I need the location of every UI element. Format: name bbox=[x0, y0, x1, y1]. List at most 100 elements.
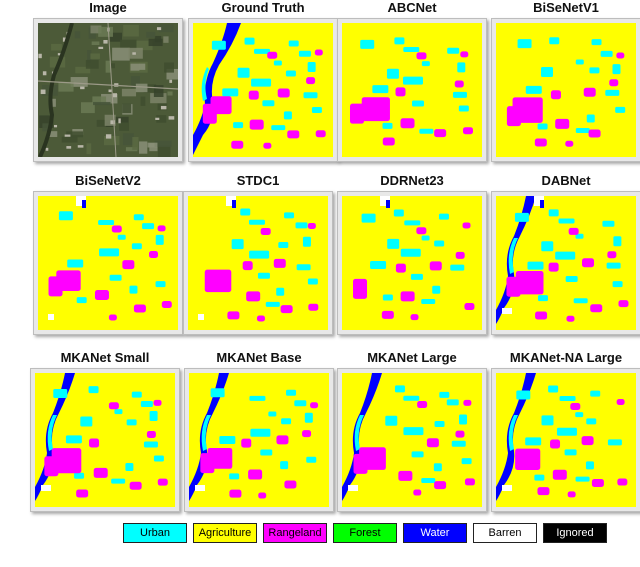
agriculture-area bbox=[342, 373, 482, 507]
urban-region bbox=[304, 412, 313, 423]
urban-region bbox=[117, 234, 126, 240]
rangeland-region bbox=[548, 262, 559, 272]
urban-region bbox=[284, 212, 295, 219]
rangeland-region bbox=[400, 118, 415, 129]
urban-region bbox=[142, 223, 155, 230]
building bbox=[155, 117, 160, 120]
field-patch bbox=[58, 81, 74, 92]
urban-region bbox=[233, 122, 244, 129]
rangeland-region bbox=[287, 130, 300, 139]
barren-region bbox=[502, 485, 512, 491]
rangeland-region bbox=[157, 478, 168, 486]
legend-item-agriculture: Agriculture bbox=[193, 523, 257, 543]
rangeland-region bbox=[382, 137, 395, 146]
panel-title: ABCNet bbox=[387, 0, 437, 15]
building bbox=[38, 53, 42, 59]
urban-region bbox=[585, 461, 594, 470]
rangeland-region bbox=[464, 478, 475, 486]
field-patch bbox=[153, 85, 164, 98]
panel-title: MKANet Small bbox=[60, 350, 150, 365]
urban-region bbox=[114, 409, 123, 415]
urban-region bbox=[432, 285, 441, 294]
urban-region bbox=[586, 418, 597, 425]
field-patch bbox=[66, 131, 84, 138]
rangeland-region bbox=[616, 399, 625, 406]
rangeland-region bbox=[204, 269, 232, 293]
building bbox=[80, 86, 85, 90]
rangeland-region bbox=[122, 260, 135, 270]
urban-region bbox=[527, 261, 544, 270]
urban-region bbox=[265, 301, 280, 307]
field-patch bbox=[104, 114, 116, 126]
segmentation-map bbox=[342, 196, 482, 330]
rangeland-region bbox=[302, 430, 312, 438]
rangeland-region bbox=[464, 303, 475, 311]
rangeland-region bbox=[583, 87, 596, 97]
urban-region bbox=[387, 238, 400, 249]
urban-region bbox=[294, 400, 307, 407]
rangeland-region bbox=[434, 129, 447, 138]
urban-region bbox=[548, 385, 559, 393]
rangeland-region bbox=[506, 106, 521, 127]
rangeland-region bbox=[133, 304, 146, 313]
urban-region bbox=[281, 418, 292, 425]
urban-region bbox=[244, 37, 255, 45]
building bbox=[112, 93, 118, 98]
rangeland-region bbox=[273, 258, 286, 268]
panel-title: DDRNet23 bbox=[380, 173, 444, 188]
rangeland-region bbox=[361, 97, 390, 122]
panel-title: BiSeNetV2 bbox=[75, 173, 141, 188]
barren-region bbox=[41, 485, 51, 491]
segmentation-map bbox=[193, 23, 333, 157]
building bbox=[53, 124, 58, 128]
legend: Urban Agriculture Rangeland Forest Water… bbox=[123, 523, 607, 543]
rangeland-region bbox=[616, 52, 625, 59]
building bbox=[160, 105, 167, 110]
field-patch bbox=[150, 93, 167, 104]
urban-region bbox=[403, 46, 420, 52]
urban-region bbox=[450, 264, 465, 271]
field-patch bbox=[130, 63, 140, 71]
rangeland-region bbox=[462, 222, 471, 229]
segmentation-map bbox=[189, 373, 329, 507]
field-patch bbox=[119, 122, 130, 131]
rangeland-region bbox=[308, 303, 319, 311]
field-patch bbox=[103, 135, 120, 146]
rangeland-region bbox=[426, 438, 439, 448]
rangeland-region bbox=[590, 304, 603, 313]
urban-region bbox=[311, 107, 322, 114]
urban-region bbox=[461, 458, 472, 465]
building bbox=[45, 147, 49, 151]
field-patch bbox=[121, 88, 137, 97]
agriculture-area bbox=[189, 373, 329, 507]
urban-region bbox=[276, 287, 285, 296]
urban-region bbox=[111, 478, 126, 484]
urban-region bbox=[565, 275, 578, 282]
water-region bbox=[496, 373, 536, 501]
field-patch bbox=[122, 133, 134, 146]
rangeland-region bbox=[535, 311, 548, 320]
rangeland-region bbox=[581, 436, 594, 446]
urban-region bbox=[589, 67, 600, 74]
field-patch bbox=[123, 24, 139, 37]
urban-region bbox=[143, 441, 158, 448]
panel-frame bbox=[337, 191, 487, 335]
urban-region bbox=[251, 78, 272, 87]
rangeland-region bbox=[111, 225, 122, 233]
building bbox=[40, 89, 46, 95]
urban-region bbox=[278, 241, 289, 248]
rangeland-region bbox=[395, 87, 406, 97]
segmentation-map bbox=[342, 23, 482, 157]
urban-region bbox=[459, 414, 468, 425]
field-patch bbox=[51, 43, 62, 51]
field-patch bbox=[139, 141, 148, 154]
urban-region bbox=[280, 461, 289, 470]
rangeland-region bbox=[48, 276, 63, 297]
rangeland-region bbox=[76, 489, 89, 498]
rangeland-region bbox=[460, 51, 469, 58]
urban-region bbox=[74, 472, 85, 479]
panel-title: MKANet-NA Large bbox=[509, 350, 623, 365]
urban-region bbox=[517, 39, 532, 49]
urban-region bbox=[306, 456, 317, 463]
urban-region bbox=[307, 278, 318, 285]
